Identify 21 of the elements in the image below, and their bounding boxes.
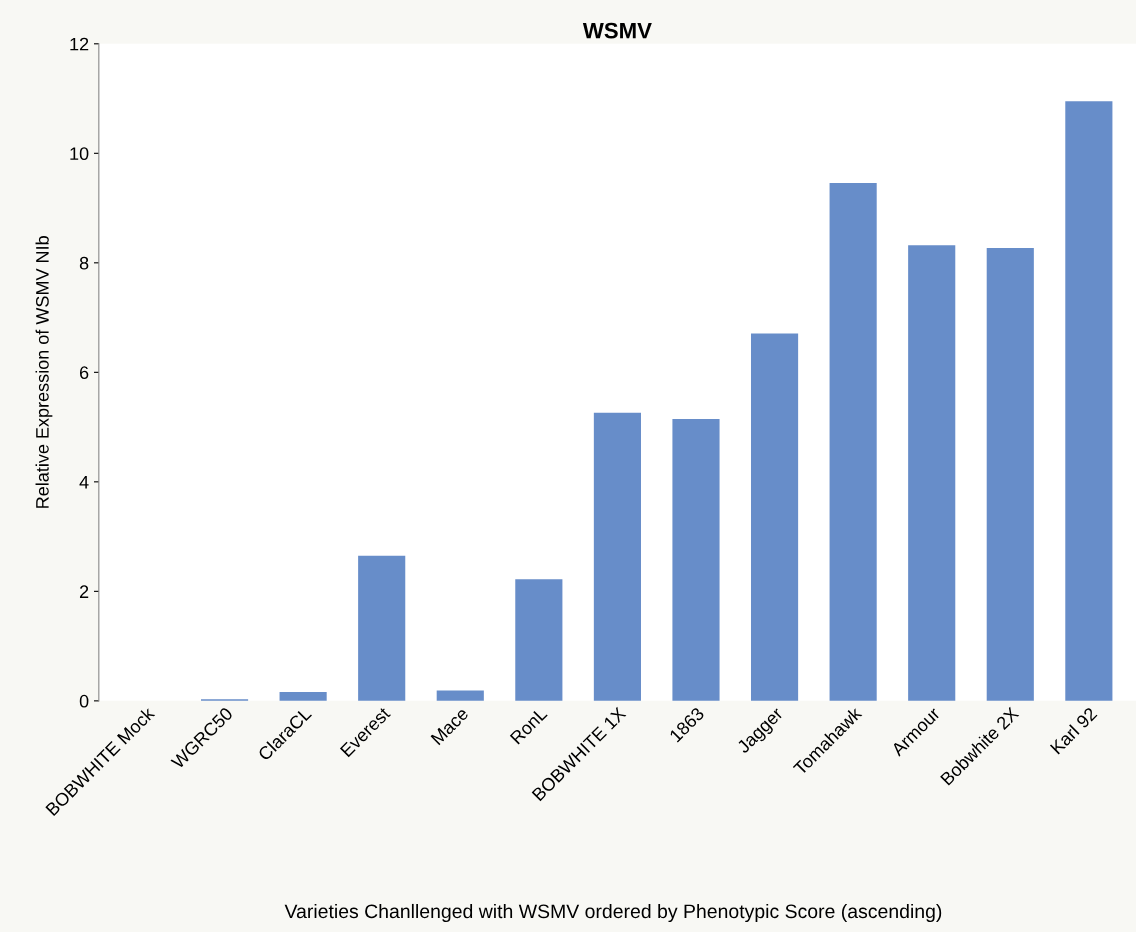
bar [358, 555, 406, 701]
y-tick-label: 10 [70, 147, 89, 161]
bar [829, 182, 877, 701]
bar [279, 692, 327, 701]
y-tick-label: 12 [70, 37, 89, 51]
y-axis-title: Relative Expression of WSMV NIb [35, 236, 53, 508]
bar [986, 248, 1034, 701]
x-axis-title: Varieties Chanllenged with WSMV ordered by Phenotypic Score (ascending) [284, 903, 942, 923]
y-tick-label: 6 [79, 366, 89, 380]
bar [672, 418, 720, 701]
y-tick-label: 0 [79, 694, 89, 708]
bar [1065, 101, 1113, 701]
bar [750, 333, 799, 701]
bar [515, 579, 563, 701]
chart-title: WSMV [582, 22, 652, 39]
y-tick-label: 2 [79, 585, 89, 598]
bar [436, 690, 484, 701]
bar [593, 412, 641, 701]
y-tick-label: 4 [79, 475, 89, 489]
y-tick-label: 8 [79, 256, 89, 270]
bar [908, 245, 956, 701]
